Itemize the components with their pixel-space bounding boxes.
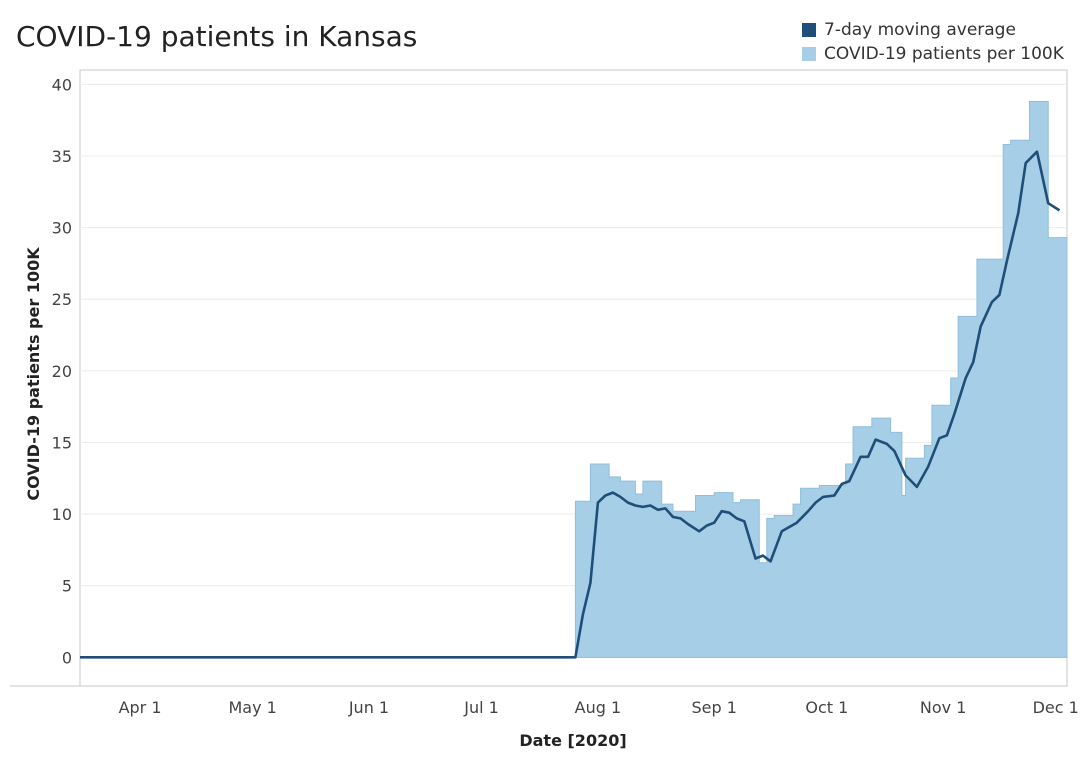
y-tick-label: 15 [52, 433, 72, 452]
axis-layer: 0 5 10 15 20 25 30 35 40 Apr 1 May 1 Jun 1 Jul 1 Aug … [24, 75, 1079, 750]
area-layer [80, 101, 1068, 658]
x-tick-label: May 1 [228, 698, 276, 717]
x-tick-label: Apr 1 [119, 698, 162, 717]
legend-label-moving-average: 7-day moving average [824, 20, 1016, 40]
series-line-moving-average [80, 150, 1061, 659]
y-tick-label: 30 [52, 219, 72, 238]
x-tick-label: Jul 1 [463, 698, 499, 717]
x-tick-label: Dec 1 [1033, 698, 1079, 717]
y-tick-label: 40 [52, 75, 72, 94]
x-tick-label: Aug 1 [575, 698, 622, 717]
legend-swatch-patients-per-100k [802, 47, 816, 61]
legend-label-patients-per-100k: COVID-19 patients per 100K [824, 44, 1064, 64]
y-tick-label: 5 [62, 577, 72, 596]
x-tick-label: Nov 1 [920, 698, 967, 717]
legend: 7-day moving average COVID-19 patients p… [802, 18, 1064, 66]
legend-item-patients-per-100k[interactable]: COVID-19 patients per 100K [802, 42, 1064, 66]
chart-title: COVID-19 patients in Kansas [16, 20, 418, 53]
x-tick-label: Jun 1 [348, 698, 389, 717]
y-axis-title: COVID-19 patients per 100K [24, 247, 43, 501]
y-tick-label: 0 [62, 648, 72, 667]
y-tick-label: 10 [52, 505, 72, 524]
series-area-patients-per-100k [80, 101, 1068, 658]
line-layer [80, 150, 1061, 659]
legend-item-moving-average[interactable]: 7-day moving average [802, 18, 1064, 42]
x-tick-label: Sep 1 [692, 698, 737, 717]
y-tick-label: 25 [52, 290, 72, 309]
legend-swatch-moving-average [802, 23, 816, 37]
y-tick-label: 35 [52, 147, 72, 166]
x-tick-label: Oct 1 [805, 698, 848, 717]
x-axis-title: Date [2020] [519, 731, 626, 750]
y-tick-label: 20 [52, 362, 72, 381]
